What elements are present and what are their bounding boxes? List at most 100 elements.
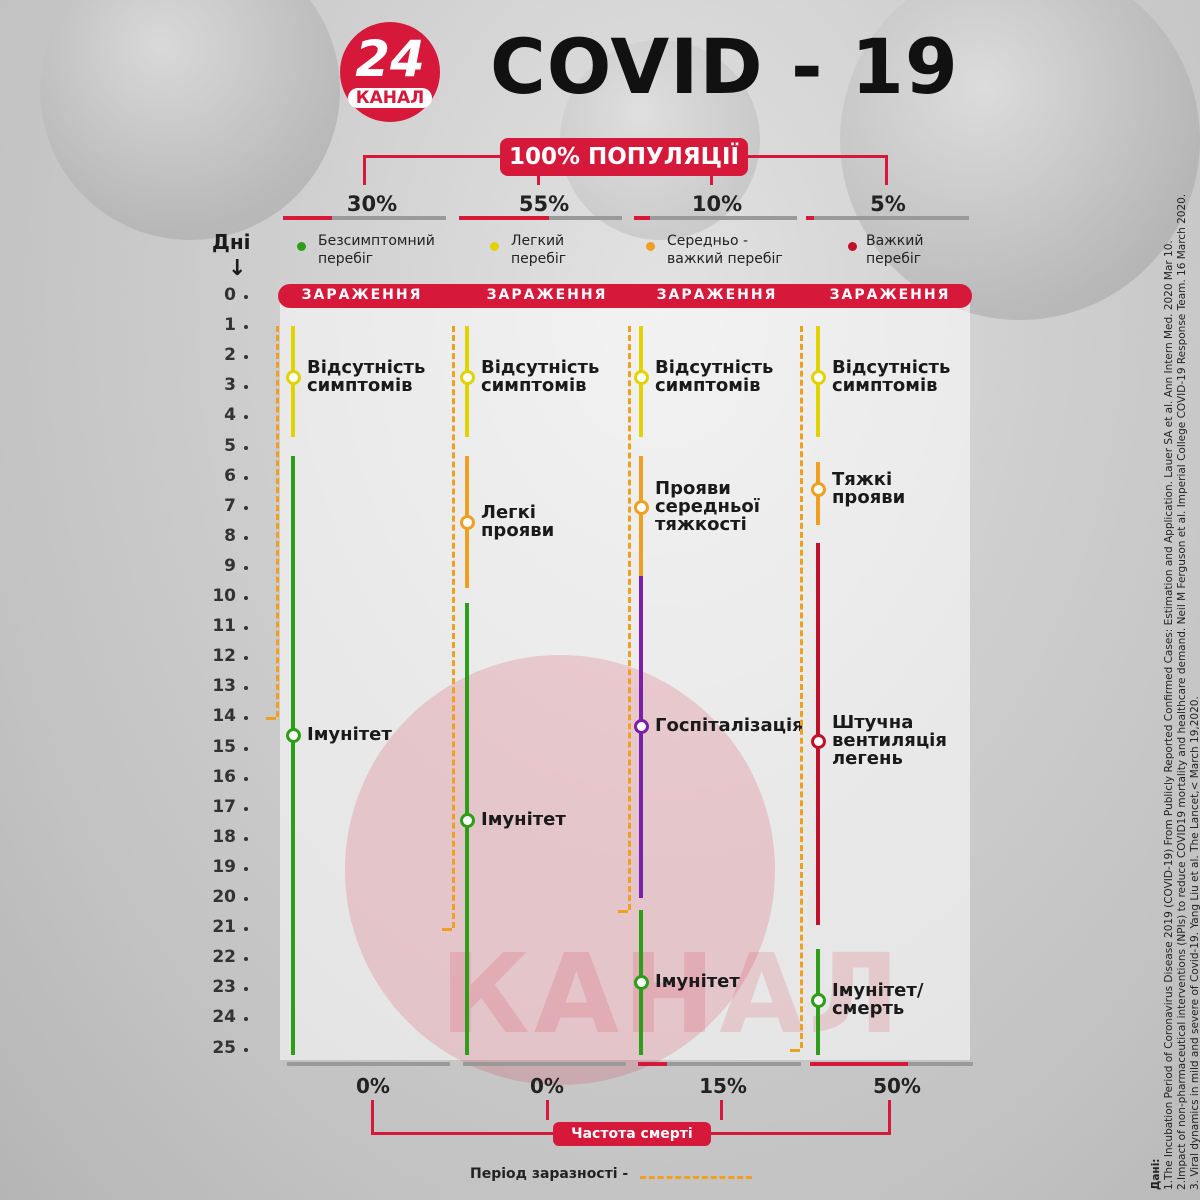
day-dot: [244, 565, 248, 570]
stage-marker: [634, 719, 649, 735]
stage-label: Імунітет: [481, 808, 566, 830]
day-dot: [244, 1047, 248, 1052]
infection-label-3: ЗАРАЖЕННЯ: [656, 287, 778, 303]
death-bar-2: [463, 1062, 626, 1066]
day-dot: [244, 686, 248, 691]
share-pct-3: 10%: [691, 192, 743, 216]
death-bar-4: [810, 1062, 973, 1066]
day-dot: [244, 1017, 248, 1022]
stage-line: [639, 455, 643, 576]
day-dot: [244, 927, 248, 932]
pop-bracket-mid1: [537, 170, 540, 185]
day-label: 5: [224, 435, 236, 456]
stage-label: Відсутність симптомів: [307, 357, 426, 397]
death-bracket-right: [888, 1100, 891, 1135]
contagious-period: [276, 326, 279, 718]
contagious-end: [266, 717, 276, 721]
legend-text-2: Легкий перебіг: [511, 233, 567, 267]
stage-marker: [634, 975, 649, 991]
infection-label-2: ЗАРАЖЕННЯ: [486, 287, 608, 303]
day-label: 4: [224, 405, 236, 426]
death-bracket-left: [371, 1100, 374, 1135]
death-pct-4: 50%: [873, 1074, 921, 1098]
day-label: 18: [212, 826, 236, 847]
day-label: 12: [212, 646, 236, 667]
sources-title: Дані:: [1150, 1158, 1162, 1191]
source-line: 1.The Incubation Period of Coronavirus D…: [1163, 240, 1175, 1190]
share-bar-3: [634, 216, 797, 220]
contagious-end: [618, 910, 628, 914]
day-label: 17: [212, 796, 236, 817]
day-label: 14: [212, 706, 236, 727]
legend-text-3: Середньо - важкий перебіг: [667, 233, 783, 267]
stage-line: [816, 542, 820, 926]
day-label: 7: [224, 495, 236, 516]
stage-label: Легкі прояви: [481, 501, 555, 541]
death-bracket-mid1: [546, 1100, 549, 1120]
day-label: 23: [212, 977, 236, 998]
day-label: 9: [224, 555, 236, 576]
legend-dot-4: [848, 242, 857, 251]
day-label: 8: [224, 525, 236, 546]
down-arrow-icon: ↓: [228, 256, 247, 281]
share-bar-4: [806, 216, 969, 220]
stage-marker: [634, 370, 649, 386]
stage-marker: [460, 370, 475, 386]
stage-marker: [811, 370, 826, 386]
stage-marker: [811, 481, 826, 497]
contagious-period: [800, 326, 803, 1049]
stage-marker: [460, 514, 475, 530]
contagious-end: [790, 1048, 800, 1052]
day-dot: [244, 716, 248, 721]
day-label: 24: [212, 1007, 236, 1028]
infection-bar: [278, 284, 972, 308]
stage-label: Штучна вентиляція легень: [832, 712, 947, 770]
day-dot: [244, 505, 248, 510]
day-dot: [244, 295, 248, 299]
death-pct-1: 0%: [356, 1074, 390, 1098]
day-dot: [244, 475, 248, 480]
stage-marker: [286, 728, 301, 744]
day-dot: [244, 355, 248, 360]
death-bar-3: [638, 1062, 801, 1066]
death-pct-3: 15%: [699, 1074, 747, 1098]
background-panel: [280, 300, 970, 1060]
death-bar-fill-4: [810, 1062, 908, 1066]
day-dot: [244, 656, 248, 661]
share-pct-4: 5%: [870, 192, 906, 216]
day-label: 16: [212, 766, 236, 787]
stage-marker: [634, 499, 649, 515]
pop-bracket-left: [363, 155, 366, 185]
day-label: 21: [212, 917, 236, 938]
day-label: 11: [212, 616, 236, 637]
day-dot: [244, 957, 248, 962]
death-rate-label: Частота смерті: [553, 1122, 711, 1146]
stage-label: Відсутність симптомів: [655, 357, 774, 397]
stage-label: Імунітет/ смерть: [832, 980, 924, 1020]
stage-label: Відсутність симптомів: [832, 357, 951, 397]
legend-dot-2: [490, 242, 499, 251]
population-label: 100% ПОПУЛЯЦІЇ: [500, 138, 748, 176]
legend-dot-3: [646, 242, 655, 251]
day-dot: [244, 746, 248, 751]
day-dot: [244, 866, 248, 871]
infection-label-4: ЗАРАЖЕННЯ: [829, 287, 951, 303]
stage-label: Імунітет: [307, 724, 392, 746]
background-virus-right: [840, 0, 1200, 320]
share-bar-fill-3: [634, 216, 651, 220]
channel-logo: 24 КАНАЛ: [340, 22, 440, 122]
stage-label: Прояви середньої тяжкості: [655, 477, 760, 535]
day-dot: [244, 325, 248, 330]
day-label: 3: [224, 375, 236, 396]
stage-label: Госпіталізація: [655, 715, 804, 737]
page-title: COVID - 19: [490, 22, 959, 111]
day-dot: [244, 776, 248, 781]
pop-bracket-mid2: [710, 170, 713, 185]
day-label: 10: [212, 586, 236, 606]
stage-line: [465, 603, 469, 1055]
day-dot: [244, 806, 248, 811]
day-label: 20: [212, 887, 236, 907]
day-dot: [244, 596, 248, 600]
stage-label: Імунітет: [655, 971, 740, 993]
day-label: 2: [224, 345, 236, 366]
